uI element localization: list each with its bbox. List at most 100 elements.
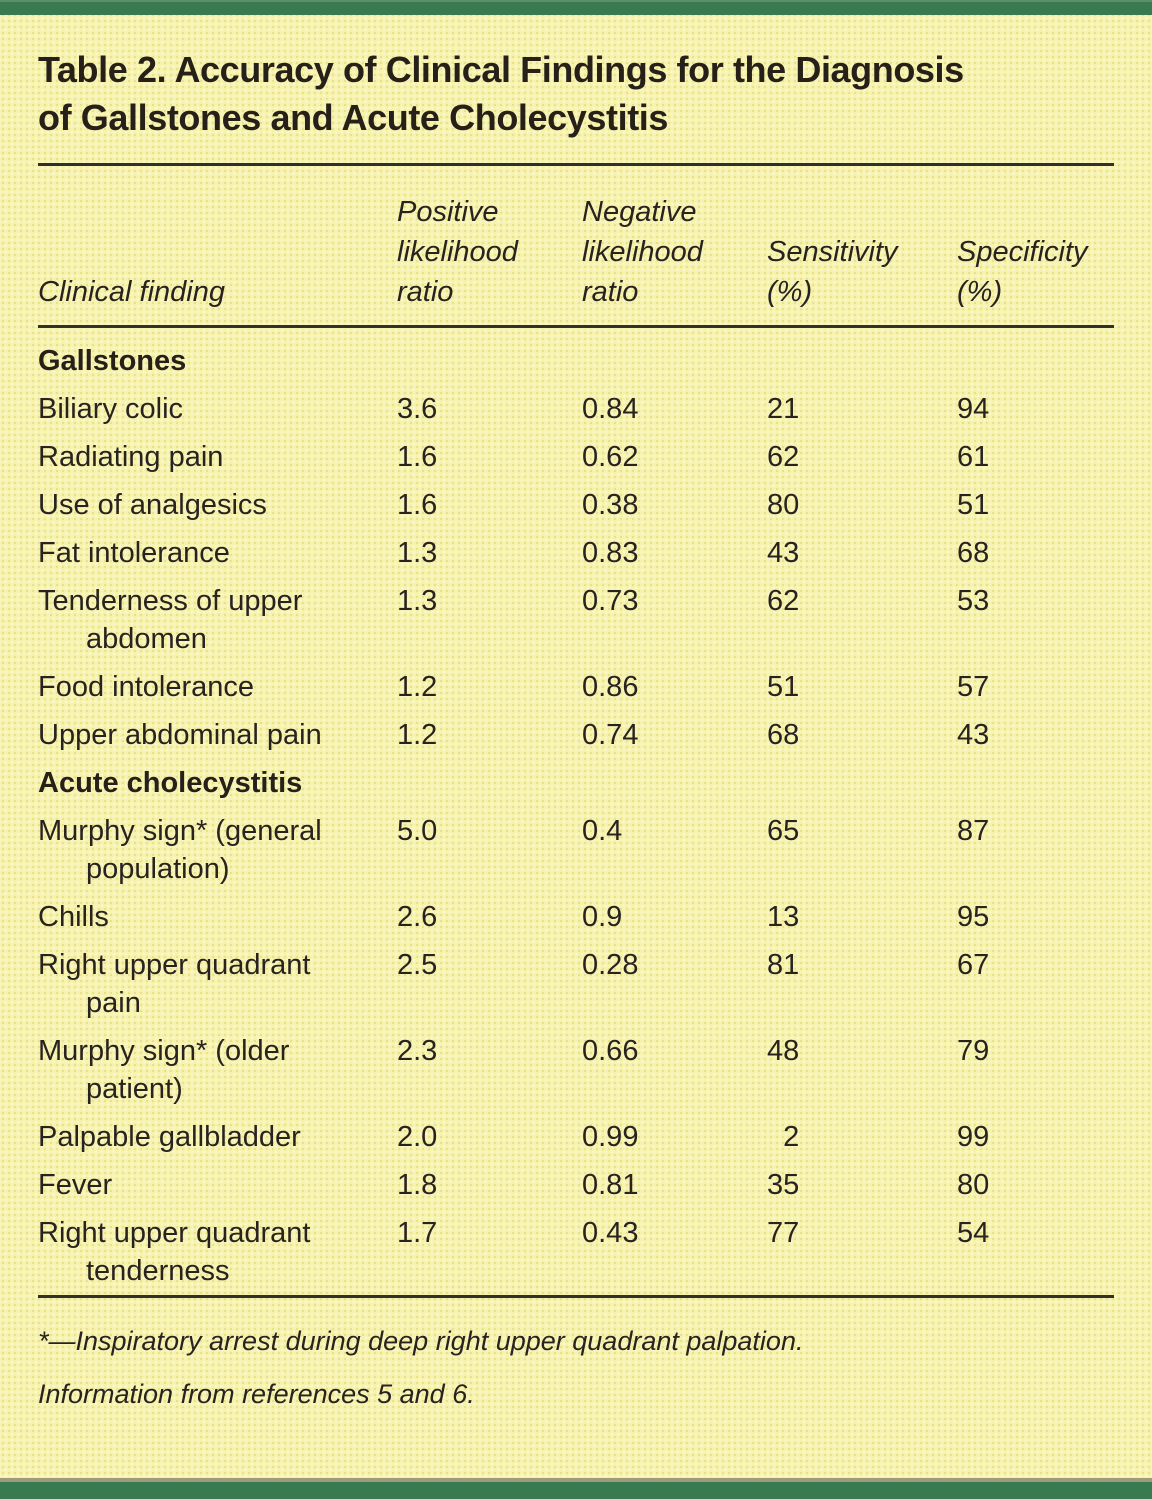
value-cell: 51 [957,489,990,521]
table-row: Upper abdominal pain 1.2 0.74 68 43 [38,711,1114,759]
value-cell: 0.99 [582,1121,639,1153]
value-cell: 0.84 [582,393,639,425]
value-cell: 94 [957,393,990,425]
value-cell: 0.4 [582,815,623,847]
value-cell: 53 [957,585,990,617]
table-row: Right upper quadrant tenderness 1.7 0.43 77 5… [38,1209,1114,1297]
finding-cell: Tenderness of upper abdomen [38,585,303,655]
value-cell: 0.73 [582,585,639,617]
table-row: Fat intolerance 1.3 0.83 43 68 [38,529,1114,577]
value-cell: 51 [767,671,800,703]
table-header-row: Clinical finding Positive likelihood ratio N… [38,164,1114,328]
finding-cell: Upper abdominal pain [38,719,322,751]
value-cell: 80 [957,1169,990,1201]
bottom-accent-bar [0,1482,1152,1499]
value-cell: 0.43 [582,1217,639,1249]
column-header: Positive likelihood ratio [397,164,582,328]
value-cell: 68 [767,719,800,751]
value-cell: 80 [767,489,800,521]
value-cell: 1.8 [397,1169,438,1201]
finding-cell: Right upper quadrant tenderness [38,1217,311,1287]
value-cell: 43 [957,719,990,751]
value-cell: 62 [767,585,800,617]
table-body: Gallstones Biliary colic 3.6 0.84 21 94 Radiat… [38,327,1114,1297]
column-header: Specificity (%) [957,164,1114,328]
column-header: Sensitivity (%) [767,164,957,328]
value-cell: 0.86 [582,671,639,703]
value-cell: 35 [767,1169,800,1201]
value-cell: 0.74 [582,719,639,751]
finding-cell: Murphy sign* (general population) [38,815,322,885]
section-label: Acute cholecystitis [38,767,303,799]
finding-cell: Radiating pain [38,441,224,473]
value-cell: 62 [767,441,800,473]
value-cell: 65 [767,815,800,847]
value-cell: 54 [957,1217,990,1249]
section-row: Acute cholecystitis [38,759,1114,807]
finding-cell: Fever [38,1169,113,1201]
value-cell: 2 [767,1121,800,1153]
value-cell: 0.66 [582,1035,639,1067]
value-cell: 0.38 [582,489,639,521]
value-cell: 0.62 [582,441,639,473]
value-cell: 68 [957,537,990,569]
table-title: Table 2. Accuracy of Clinical Findings f… [38,49,964,138]
value-cell: 2.5 [397,949,438,981]
value-cell: 0.83 [582,537,639,569]
value-cell: 2.3 [397,1035,438,1067]
value-cell: 99 [957,1121,990,1153]
value-cell: 81 [767,949,800,981]
source-footnote: Information from references 5 and 6. [38,1379,475,1409]
value-cell: 21 [767,393,800,425]
table-row: Right upper quadrant pain 2.5 0.28 81 67 [38,941,1114,1027]
table-row: Food intolerance 1.2 0.86 51 57 [38,663,1114,711]
finding-cell: Palpable gallbladder [38,1121,301,1153]
asterisk-footnote: *—Inspiratory arrest during deep right u… [38,1326,804,1356]
value-cell: 13 [767,901,800,933]
clinical-findings-table: Clinical finding Positive likelihood ratio N… [38,163,1114,1298]
value-cell: 1.3 [397,585,438,617]
table-header: Clinical finding Positive likelihood ratio N… [38,164,1114,328]
value-cell: 57 [957,671,990,703]
finding-cell: Biliary colic [38,393,184,425]
value-cell: 77 [767,1217,800,1249]
value-cell: 2.6 [397,901,438,933]
section-label: Gallstones [38,345,187,377]
table-row: Radiating pain 1.6 0.62 62 61 [38,433,1114,481]
value-cell: 0.9 [582,901,623,933]
column-header: Clinical finding [38,164,397,328]
table-row: Fever 1.8 0.81 35 80 [38,1161,1114,1209]
value-cell: 43 [767,537,800,569]
finding-cell: Food intolerance [38,671,255,703]
value-cell: 1.6 [397,489,438,521]
table-row: Tenderness of upper abdomen 1.3 0.73 62 53 [38,577,1114,663]
finding-cell: Fat intolerance [38,537,230,569]
footnotes: *—Inspiratory arrest during deep right u… [38,1324,1114,1411]
table-row: Murphy sign* (general population) 5.0 0.4 65… [38,807,1114,893]
value-cell: 2.0 [397,1121,438,1153]
finding-cell: Right upper quadrant pain [38,949,311,1019]
bottom-tan-rule [0,1478,1152,1482]
finding-cell: Chills [38,901,109,933]
value-cell: 87 [957,815,990,847]
table-content-area: Table 2. Accuracy of Clinical Findings f… [38,15,1114,1411]
value-cell: 5.0 [397,815,438,847]
value-cell: 67 [957,949,990,981]
value-cell: 95 [957,901,990,933]
value-cell: 79 [957,1035,990,1067]
table-row: Use of analgesics 1.6 0.38 80 51 [38,481,1114,529]
value-cell: 3.6 [397,393,438,425]
section-row: Gallstones [38,327,1114,386]
top-accent-bar [0,0,1152,15]
value-cell: 1.6 [397,441,438,473]
value-cell: 0.81 [582,1169,639,1201]
value-cell: 0.28 [582,949,639,981]
finding-cell: Murphy sign* (older patient) [38,1035,290,1105]
value-cell: 1.3 [397,537,438,569]
table-row: Murphy sign* (older patient) 2.3 0.66 48 79 [38,1027,1114,1113]
value-cell: 1.2 [397,719,438,751]
value-cell: 1.7 [397,1217,438,1249]
table-row: Palpable gallbladder 2.0 0.99 2 99 [38,1113,1114,1161]
value-cell: 48 [767,1035,800,1067]
